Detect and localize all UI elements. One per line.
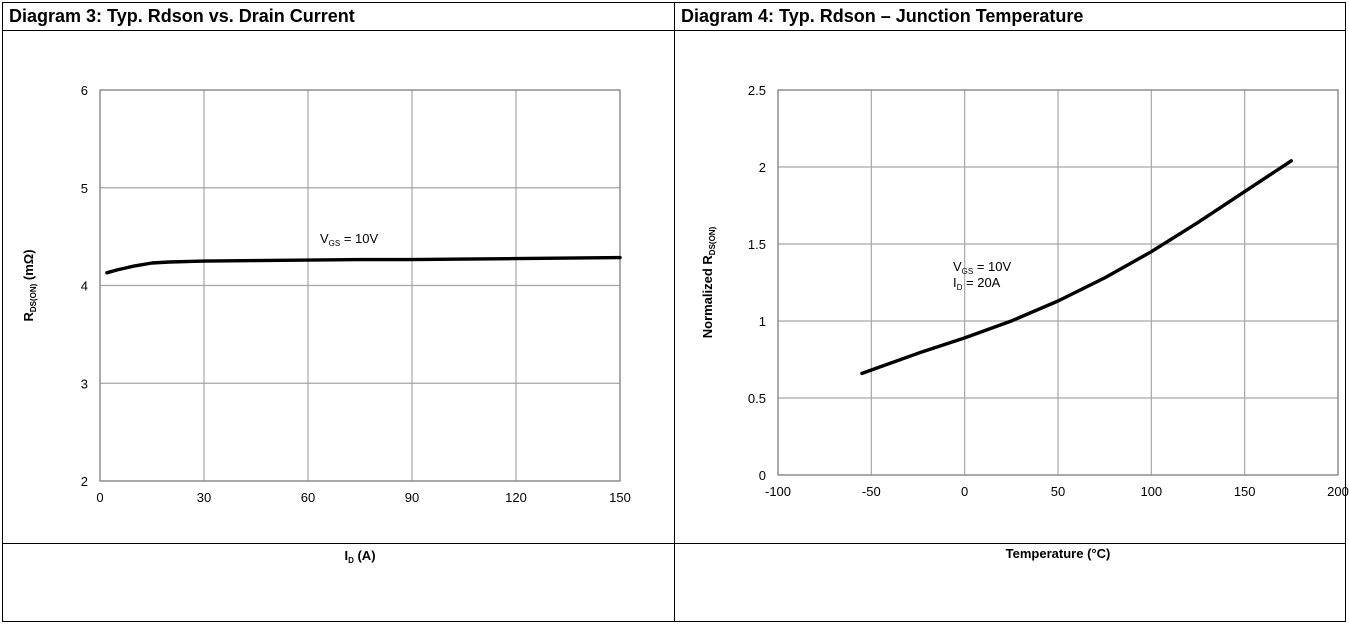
y-axis-label: RDS(ON) (mΩ) (21, 249, 38, 321)
header-divider-right (675, 30, 1345, 31)
row-divider-left (3, 543, 674, 544)
y-tick-label: 6 (81, 83, 88, 98)
y-axis-label: Normalized RDS(ON) (700, 226, 717, 338)
chart-cell-left: Diagram 3: Typ. Rdson vs. Drain Current … (2, 2, 675, 622)
annotation-label: VGS = 10V (953, 259, 1012, 276)
series-line (105, 255, 622, 275)
x-tick-label: 60 (301, 490, 315, 505)
x-tick-label: -50 (862, 484, 881, 499)
x-tick-label: 100 (1140, 484, 1162, 499)
plot-frame (99, 89, 621, 482)
y-tick-label: 2.5 (748, 83, 766, 98)
chart-right-svg: -100 -50 0 50 100 150 200 0 0.5 1 1.5 2 2.5 Temperatu… (700, 83, 1349, 561)
x-tick-label: 200 (1327, 484, 1349, 499)
y-tick-label: 3 (81, 376, 88, 391)
x-tick-label: 150 (609, 490, 631, 505)
chart-cell-right: Diagram 4: Typ. Rdson – Junction Tempera… (674, 2, 1349, 622)
row-divider-right (675, 543, 1345, 544)
annotation-label: ID = 20A (953, 275, 1001, 292)
x-tick-label: 90 (405, 490, 419, 505)
y-tick-label: 2 (81, 474, 88, 489)
y-tick-label: 1.5 (748, 237, 766, 252)
x-tick-label: 150 (1234, 484, 1256, 499)
plot-frame (777, 89, 1339, 476)
x-tick-label: 0 (961, 484, 968, 499)
y-tick-label: 5 (81, 181, 88, 196)
series-line (860, 159, 1293, 376)
chart-title-left: Diagram 3: Typ. Rdson vs. Drain Current (9, 6, 355, 26)
x-tick-label: -100 (765, 484, 791, 499)
x-tick-label: 50 (1051, 484, 1065, 499)
y-tick-label: 0 (759, 468, 766, 483)
y-tick-label: 1 (759, 314, 766, 329)
x-axis-label: ID (A) (344, 548, 375, 565)
chart-title-right: Diagram 4: Typ. Rdson – Junction Tempera… (681, 6, 1084, 26)
x-tick-label: 0 (96, 490, 103, 505)
x-axis-label: Temperature (°C) (1006, 546, 1111, 561)
x-tick-label: 30 (197, 490, 211, 505)
y-tick-label: 0.5 (748, 391, 766, 406)
y-tick-label: 4 (81, 279, 88, 294)
chart-left-svg: 0 30 60 90 120 150 2 3 4 5 6 ID (A) RDS(ON) (mΩ) VGS … (21, 83, 631, 565)
annotation-label: VGS = 10V (320, 231, 379, 248)
x-tick-label: 120 (505, 490, 527, 505)
y-tick-label: 2 (759, 160, 766, 175)
header-divider-left (3, 30, 674, 31)
